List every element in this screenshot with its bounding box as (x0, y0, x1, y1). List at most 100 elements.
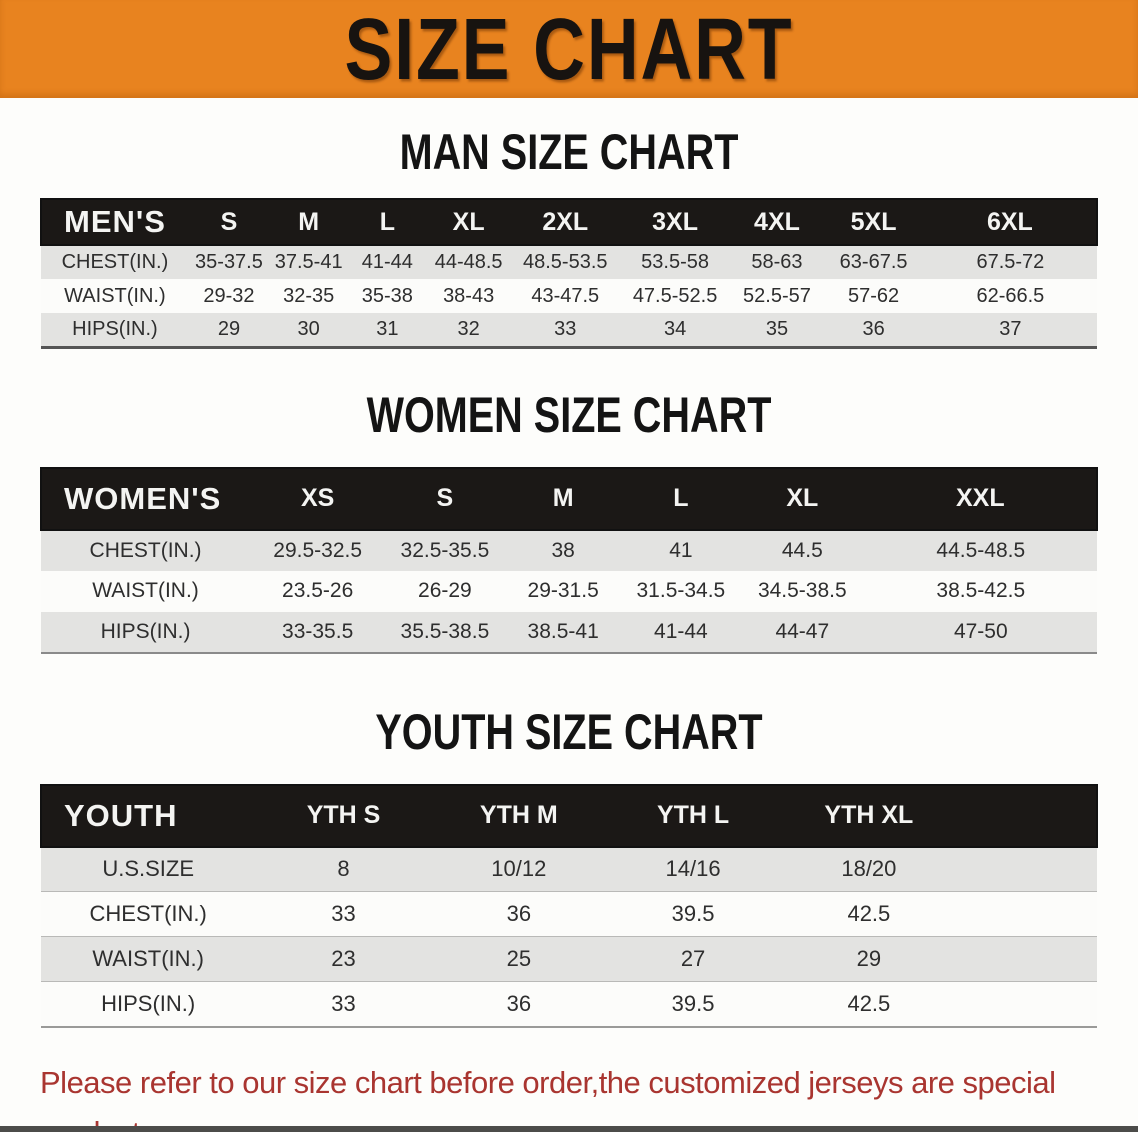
table-cell: 47-50 (864, 611, 1097, 654)
column-header: XS (250, 466, 386, 531)
row-label: WAIST(IN.) (41, 570, 251, 612)
women-size-chart-heading: WOMEN SIZE CHART (366, 385, 772, 443)
table-cell: 44-47 (740, 611, 865, 654)
table-cell: 36 (431, 891, 606, 937)
row-label: U.S.SIZE (41, 846, 256, 892)
table-header-row: WOMEN'S XS S M L XL XXL (39, 466, 1099, 531)
table-row: CHEST(IN.) 33 36 39.5 42.5 (41, 891, 1097, 937)
column-header: 6XL (923, 198, 1099, 246)
table-row: CHEST(IN.) 29.5-32.5 32.5-35.5 38 41 44.… (41, 529, 1097, 571)
table-corner-label: WOMEN'S (39, 466, 251, 531)
table-cell: 25 (431, 936, 606, 982)
table-cell: 35.5-38.5 (385, 611, 505, 654)
table-cell: 32 (426, 313, 511, 349)
womens-size-table: WOMEN'S XS S M L XL XXL CHEST(IN.) 29.5-… (39, 466, 1099, 654)
spacer-cell (957, 981, 1097, 1028)
row-label: CHEST(IN.) (41, 891, 256, 937)
table-cell: 35-38 (348, 279, 427, 313)
table-row: WAIST(IN.) 29-32 32-35 35-38 38-43 43-47… (41, 279, 1097, 313)
table-cell: 38.5-42.5 (864, 570, 1097, 612)
table-row: WAIST(IN.) 23.5-26 26-29 29-31.5 31.5-34… (41, 570, 1097, 612)
spacer-cell (957, 783, 1099, 848)
column-header: XL (426, 198, 511, 246)
table-cell: 44-48.5 (426, 245, 511, 279)
table-cell: 47.5-52.5 (619, 279, 731, 313)
table-cell: 42.5 (780, 891, 958, 937)
column-header: 2XL (510, 198, 620, 246)
mens-size-table: MEN'S S M L XL 2XL 3XL 4XL 5XL 6XL CHEST… (40, 198, 1099, 349)
row-label: WAIST(IN.) (41, 936, 256, 982)
table-cell: 35-37.5 (188, 245, 270, 279)
table-cell: 39.5 (605, 981, 781, 1028)
table-cell: 8 (255, 846, 432, 892)
table-cell: 23.5-26 (250, 570, 386, 612)
table-cell: 62-66.5 (923, 279, 1097, 313)
row-label: HIPS(IN.) (41, 611, 251, 654)
table-cell: 48.5-53.5 (510, 245, 620, 279)
row-label: WAIST(IN.) (41, 279, 189, 313)
row-label: HIPS(IN.) (41, 981, 256, 1028)
column-header: XXL (864, 466, 1099, 531)
table-cell: 31 (348, 313, 427, 349)
table-row: HIPS(IN.) 29 30 31 32 33 34 35 36 37 (41, 313, 1097, 349)
column-header: 4XL (730, 198, 824, 246)
table-cell: 14/16 (605, 846, 781, 892)
disclaimer-note: Please refer to our size chart before or… (40, 1058, 1110, 1132)
table-header-row: YOUTH YTH S YTH M YTH L YTH XL (39, 783, 1099, 848)
table-row: U.S.SIZE 8 10/12 14/16 18/20 (41, 846, 1097, 892)
table-cell: 43-47.5 (510, 279, 620, 313)
table-row: HIPS(IN.) 33-35.5 35.5-38.5 38.5-41 41-4… (41, 611, 1097, 654)
table-cell: 10/12 (431, 846, 606, 892)
youth-size-table: YOUTH YTH S YTH M YTH L YTH XL U.S.SIZE … (39, 783, 1099, 1028)
table-cell: 53.5-58 (619, 245, 731, 279)
size-chart-banner: SIZE CHART (0, 0, 1138, 98)
table-cell: 58-63 (730, 245, 824, 279)
column-header: YTH L (605, 783, 781, 848)
table-cell: 32-35 (269, 279, 349, 313)
table-corner-label: YOUTH (39, 783, 256, 848)
table-cell: 18/20 (780, 846, 958, 892)
table-cell: 57-62 (823, 279, 924, 313)
row-label: CHEST(IN.) (41, 529, 251, 571)
column-header: L (621, 466, 741, 531)
table-cell: 30 (269, 313, 349, 349)
column-header: YTH XL (780, 783, 958, 848)
column-header: XL (740, 466, 865, 531)
table-cell: 41 (621, 529, 741, 571)
table-cell: 36 (823, 313, 924, 349)
table-cell: 38.5-41 (504, 611, 622, 654)
spacer-cell (957, 936, 1097, 982)
table-cell: 29 (780, 936, 958, 982)
table-cell: 41-44 (621, 611, 741, 654)
table-cell: 39.5 (605, 891, 781, 937)
table-cell: 33-35.5 (250, 611, 386, 654)
table-cell: 34.5-38.5 (740, 570, 865, 612)
table-cell: 44.5 (740, 529, 865, 571)
table-cell: 29-31.5 (504, 570, 622, 612)
row-label: CHEST(IN.) (41, 245, 189, 279)
table-cell: 36 (431, 981, 606, 1028)
table-cell: 33 (510, 313, 620, 349)
table-cell: 35 (730, 313, 824, 349)
table-cell: 27 (605, 936, 781, 982)
table-row: CHEST(IN.) 35-37.5 37.5-41 41-44 44-48.5… (41, 245, 1097, 279)
table-cell: 38 (504, 529, 622, 571)
youth-size-chart-heading: YOUTH SIZE CHART (375, 702, 763, 760)
table-cell: 26-29 (385, 570, 505, 612)
column-header: M (269, 198, 349, 246)
table-cell: 34 (619, 313, 731, 349)
table-cell: 23 (255, 936, 432, 982)
banner-title: SIZE CHART (344, 0, 794, 98)
spacer-cell (957, 846, 1097, 892)
table-cell: 42.5 (780, 981, 958, 1028)
spacer-cell (957, 891, 1097, 937)
table-cell: 63-67.5 (823, 245, 924, 279)
row-label: HIPS(IN.) (41, 313, 189, 349)
column-header: L (348, 198, 427, 246)
table-corner-label: MEN'S (40, 198, 189, 246)
table-cell: 44.5-48.5 (864, 529, 1097, 571)
table-cell: 29 (188, 313, 270, 349)
table-cell: 67.5-72 (923, 245, 1097, 279)
table-cell: 33 (255, 891, 432, 937)
bottom-divider (0, 1126, 1138, 1132)
